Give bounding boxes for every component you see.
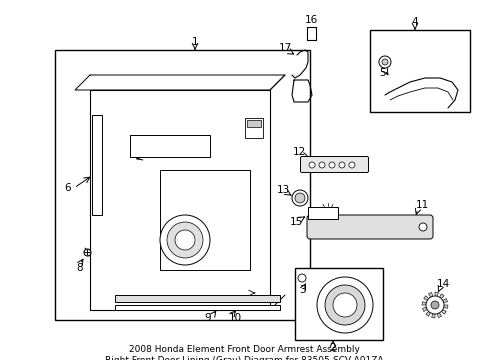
Polygon shape xyxy=(436,313,441,318)
Bar xyxy=(115,295,280,302)
Bar xyxy=(55,50,309,320)
Text: 15: 15 xyxy=(289,217,302,227)
Circle shape xyxy=(316,277,372,333)
Circle shape xyxy=(425,296,443,314)
Circle shape xyxy=(308,162,314,168)
Bar xyxy=(92,115,102,215)
Bar xyxy=(294,268,382,340)
Circle shape xyxy=(418,223,426,231)
Polygon shape xyxy=(425,311,429,316)
Bar xyxy=(246,120,261,127)
Circle shape xyxy=(338,162,345,168)
Bar xyxy=(160,170,249,270)
Text: 9: 9 xyxy=(204,313,211,323)
Polygon shape xyxy=(421,302,426,305)
Text: 6: 6 xyxy=(64,183,71,193)
Text: 17: 17 xyxy=(278,43,291,53)
Polygon shape xyxy=(439,294,443,299)
Circle shape xyxy=(332,293,356,317)
Polygon shape xyxy=(443,305,447,309)
Text: 12: 12 xyxy=(292,147,305,157)
Text: 2: 2 xyxy=(329,343,336,353)
Polygon shape xyxy=(422,307,427,311)
Bar xyxy=(115,305,280,310)
Polygon shape xyxy=(427,292,432,297)
Circle shape xyxy=(348,162,354,168)
FancyBboxPatch shape xyxy=(300,157,368,172)
Circle shape xyxy=(167,222,203,258)
Text: 5: 5 xyxy=(378,68,385,78)
Circle shape xyxy=(294,193,305,203)
Text: 11: 11 xyxy=(414,200,428,210)
Text: 4: 4 xyxy=(411,17,417,27)
Text: 1: 1 xyxy=(191,37,198,47)
Text: 2008 Honda Element Front Door Armrest Assembly
Right Front Door Lining (Gray) Di: 2008 Honda Element Front Door Armrest As… xyxy=(104,345,383,360)
Circle shape xyxy=(381,59,387,65)
Circle shape xyxy=(175,230,195,250)
Circle shape xyxy=(318,162,325,168)
FancyBboxPatch shape xyxy=(306,215,432,239)
Polygon shape xyxy=(431,314,434,318)
Circle shape xyxy=(378,56,390,68)
Bar xyxy=(307,207,337,219)
Text: 10: 10 xyxy=(228,313,241,323)
Polygon shape xyxy=(442,298,447,303)
Text: 3: 3 xyxy=(298,285,305,295)
Polygon shape xyxy=(434,292,437,296)
Text: 7: 7 xyxy=(146,149,153,159)
Polygon shape xyxy=(90,90,269,310)
Polygon shape xyxy=(441,310,446,314)
Circle shape xyxy=(430,301,438,309)
Circle shape xyxy=(328,162,334,168)
Bar xyxy=(244,118,263,138)
Text: 8: 8 xyxy=(77,263,83,273)
Circle shape xyxy=(160,215,209,265)
Bar xyxy=(130,135,209,157)
Text: 13: 13 xyxy=(276,185,289,195)
Circle shape xyxy=(291,190,307,206)
Polygon shape xyxy=(423,296,428,301)
Text: 16: 16 xyxy=(304,15,317,25)
Text: 14: 14 xyxy=(435,279,448,289)
Circle shape xyxy=(297,274,305,282)
Bar xyxy=(369,30,469,112)
Circle shape xyxy=(325,285,364,325)
